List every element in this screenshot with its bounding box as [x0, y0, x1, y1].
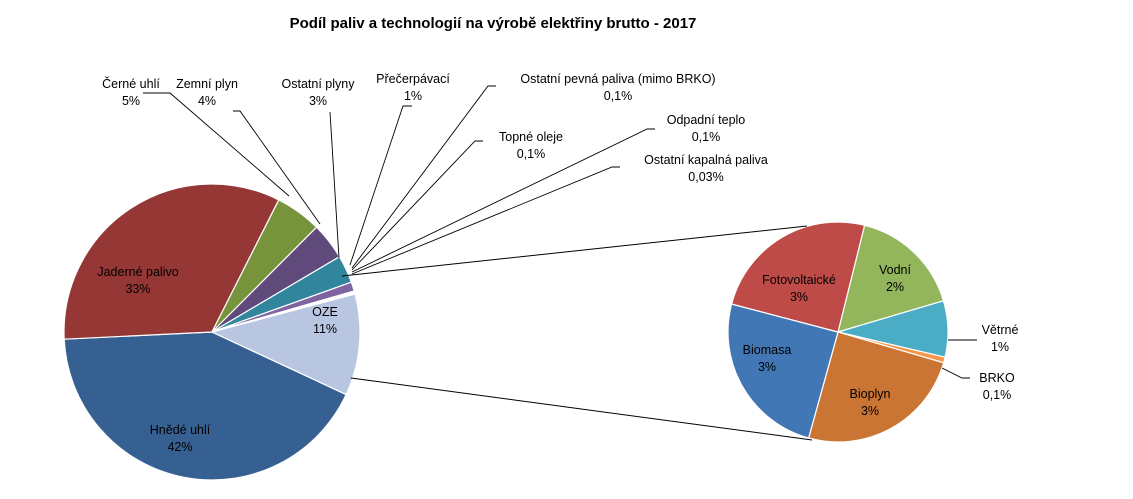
slice-jaderne-palivo [63, 183, 280, 340]
leader-precerpavaci [349, 105, 412, 266]
leader-brko [941, 367, 970, 379]
label-oze-fotovoltaicke-value: 3% [790, 290, 808, 304]
label-oze-vetrne-value: 1% [991, 340, 1009, 354]
label-jaderne-palivo-value: 33% [125, 282, 150, 296]
label-zemni-plyn-value: 4% [198, 94, 216, 108]
label-oze-value: 11% [313, 322, 337, 336]
label-odpadni-teplo-name: Odpadní teplo [667, 113, 746, 127]
label-ostatni-pevna-paliva-mimo-brko-value: 0,1% [604, 89, 633, 103]
leader-ostatni-kapalna-paliva [351, 166, 620, 275]
label-oze-vetrne-name: Větrné [982, 323, 1019, 337]
label-cerne-uhli-value: 5% [122, 94, 140, 108]
label-odpadni-teplo-value: 0,1% [692, 130, 721, 144]
leader-ostatni-plyny [329, 111, 340, 259]
label-precerpavaci-name: Přečerpávací [376, 72, 450, 86]
slice-oze [210, 293, 361, 396]
label-precerpavaci-value: 1% [404, 89, 422, 103]
label-ostatni-kapalna-paliva-name: Ostatní kapalná paliva [644, 153, 768, 167]
label-oze-fotovoltaicke-name: Fotovoltaické [762, 273, 836, 287]
label-oze-vodni-value: 2% [886, 280, 904, 294]
chart-title: Podíl paliv a technologií na výrobě elek… [290, 15, 697, 32]
label-zemni-plyn-name: Zemní plyn [176, 77, 238, 91]
slice-bioplyn [807, 331, 945, 443]
label-topne-oleje-value: 0,1% [517, 147, 546, 161]
connector-lines [341, 225, 813, 441]
leader-ostatni-pevna-paliva-mimo-brko [351, 85, 496, 269]
label-hnede-uhli-value: 42% [167, 440, 192, 454]
leader-odpadni-teplo [351, 128, 655, 273]
label-topne-oleje-name: Topné oleje [499, 130, 563, 144]
label-hnede-uhli-name: Hnědé uhlí [150, 423, 211, 437]
label-ostatni-kapalna-paliva-value: 0,03% [688, 170, 723, 184]
label-oze-brko-name: BRKO [979, 371, 1015, 385]
label-oze-name: OZE [312, 305, 338, 319]
slice-biomasa [727, 303, 839, 439]
connector-top [341, 225, 808, 277]
label-cerne-uhli-name: Černé uhlí [102, 76, 160, 91]
label-ostatni-plyny-value: 3% [309, 94, 327, 108]
label-ostatni-pevna-paliva-mimo-brko-name: Ostatní pevná paliva (mimo BRKO) [520, 72, 715, 86]
label-ostatni-plyny-name: Ostatní plyny [282, 77, 356, 91]
label-jaderne-palivo-name: Jaderné palivo [97, 265, 178, 279]
slice-vodni [837, 224, 945, 333]
leader-lines [143, 85, 977, 379]
label-oze-biomasa-value: 3% [758, 360, 776, 374]
secondary-pie [727, 221, 949, 443]
leader-cerne-uhli [143, 92, 290, 197]
label-oze-brko-value: 0,1% [983, 388, 1012, 402]
leader-topne-oleje [351, 140, 483, 271]
leader-zemni-plyn [233, 110, 321, 225]
slice-labels: Hnědé uhlí 42% Jaderné palivo 33% Černé uhlí… [97, 72, 1018, 454]
main-pie [63, 183, 361, 481]
connector-bottom [350, 377, 813, 441]
label-oze-biomasa-name: Biomasa [743, 343, 792, 357]
label-oze-vodni-name: Vodní [879, 263, 912, 277]
slice-fotovoltaicke [730, 221, 866, 333]
slice-hnede-uhli [63, 331, 347, 481]
label-oze-bioplyn-value: 3% [861, 404, 879, 418]
label-oze-bioplyn-name: Bioplyn [850, 387, 891, 401]
